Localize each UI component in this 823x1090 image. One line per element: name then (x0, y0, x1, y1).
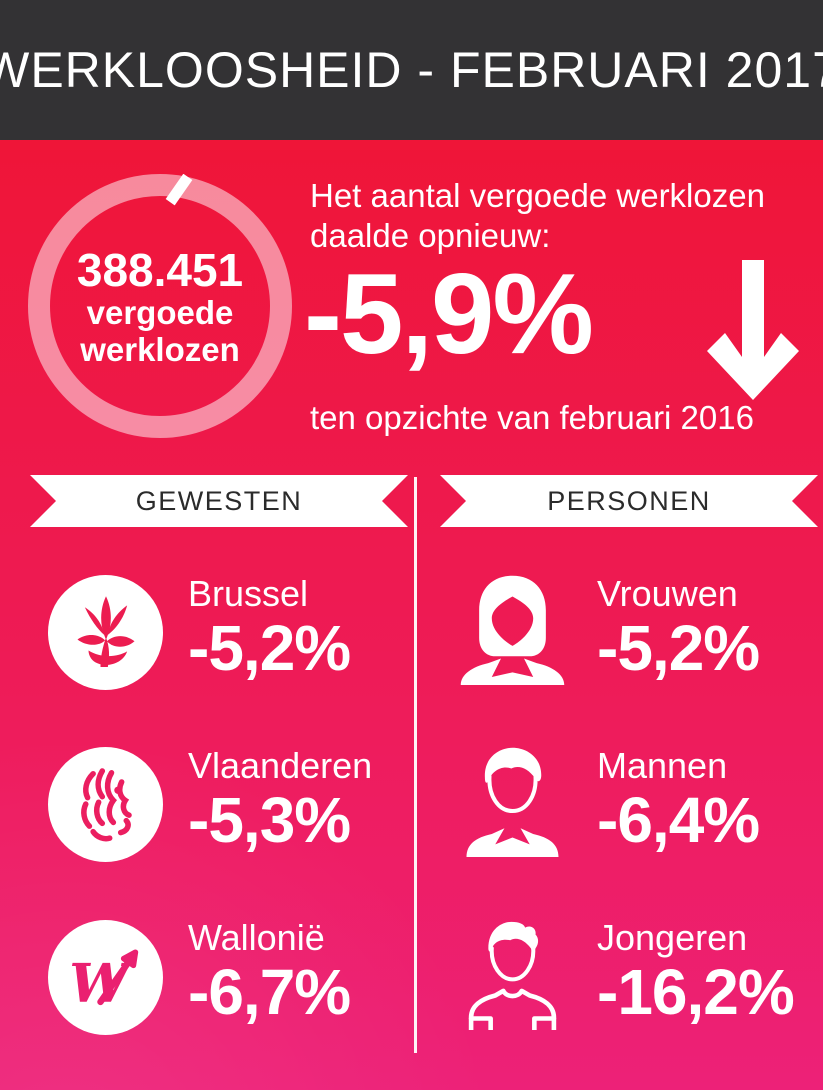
section-title-personen: PERSONEN (547, 485, 711, 516)
person-value: -16,2% (597, 956, 795, 1028)
intro-text: Het aantal vergoede werklozen daalde opn… (310, 176, 800, 257)
donut-text: 388.451 vergoede werklozen (28, 174, 292, 438)
section-title-gewesten: GEWESTEN (135, 485, 303, 516)
intro-line-2: daalde opnieuw: (310, 217, 551, 255)
region-value: -5,2% (188, 612, 351, 684)
column-divider (414, 477, 417, 1053)
total-unemployed-value: 388.451 (76, 243, 244, 296)
man-icon (466, 747, 559, 857)
donut-ring-icon (28, 174, 292, 438)
brussels-iris-icon (48, 575, 163, 690)
region-value: -5,3% (188, 784, 351, 856)
person-label: Jongeren (597, 917, 748, 958)
young-person-icon (468, 921, 557, 1030)
person-label: Mannen (597, 745, 728, 786)
header-bar: WERKLOOSHEID - FEBRUARI 2017 (0, 0, 823, 140)
person-value: -6,4% (597, 784, 760, 856)
woman-icon (460, 575, 565, 685)
person-label: Vrouwen (597, 573, 738, 614)
region-label: Brussel (188, 573, 309, 614)
comparison-text: ten opzichte van februari 2016 (310, 399, 754, 436)
intro-line-1: Het aantal vergoede werklozen (310, 177, 765, 214)
total-unemployed-label-2: werklozen (80, 331, 240, 369)
flemish-lion-icon (48, 747, 163, 862)
overall-change-percent: -5,9% (304, 251, 594, 378)
total-unemployed-label-1: vergoede (86, 294, 234, 332)
ribbon-gewesten: GEWESTEN (30, 475, 408, 527)
donut-ring-gauge: 388.451 vergoede werklozen (28, 174, 292, 438)
page-title: WERKLOOSHEID - FEBRUARI 2017 (0, 42, 823, 98)
walloon-w-arrow-icon: W (48, 920, 163, 1035)
person-value: -5,2% (597, 612, 760, 684)
region-label: Wallonië (188, 917, 325, 958)
region-value: -6,7% (188, 956, 351, 1028)
down-arrow-icon (707, 260, 799, 400)
ribbon-personen: PERSONEN (440, 475, 818, 527)
region-label: Vlaanderen (188, 745, 373, 786)
